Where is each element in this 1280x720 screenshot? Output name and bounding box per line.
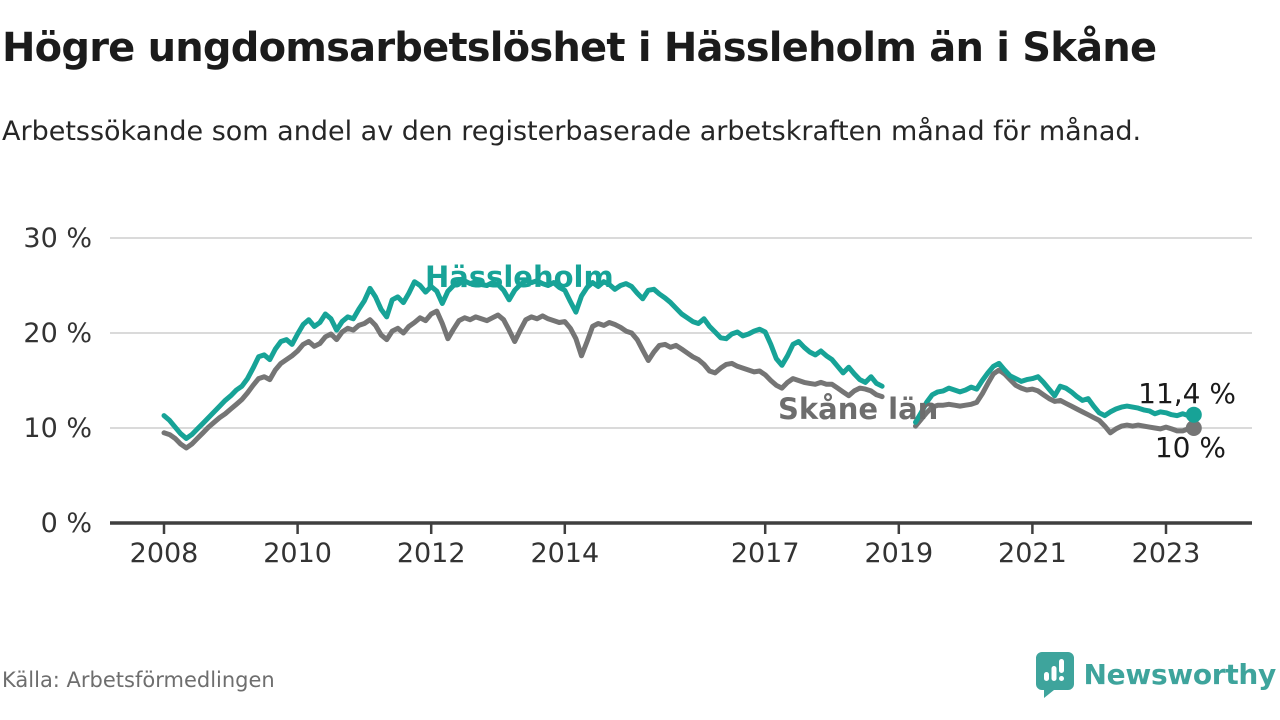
newsworthy-logo: Newsworthy (1034, 650, 1276, 698)
x-tick-label-2010: 2010 (263, 538, 332, 569)
y-tick-label-0: 0 % (41, 508, 92, 539)
x-tick-label-2017: 2017 (731, 538, 800, 569)
newsworthy-wordmark: Newsworthy (1083, 657, 1277, 691)
end-dot-skane-lan (1185, 420, 1202, 436)
x-tick-label-2008: 2008 (130, 538, 199, 569)
end-dot-hassleholm (1185, 406, 1202, 423)
end-value-label-skane-lan: 10 % (1155, 431, 1226, 464)
end-value-label-hassleholm: 11,4 % (1138, 377, 1236, 410)
newsworthy-speech-bubble-bar-chart-icon (1035, 652, 1074, 698)
chart-subtitle: Arbetssökande som andel av den registerb… (2, 116, 1142, 147)
y-tick-label-10: 10 % (23, 413, 92, 444)
x-tick-label-2021: 2021 (998, 538, 1067, 569)
x-tick-label-2014: 2014 (530, 538, 599, 569)
line-skane-lan (161, 308, 1197, 451)
y-tick-label-20: 20 % (23, 318, 92, 349)
x-tick-label-2023: 2023 (1132, 538, 1201, 569)
line-hassleholm (161, 278, 1197, 441)
x-tick-label-2019: 2019 (864, 538, 933, 569)
page-title: Högre ungdomsarbetslöshet i Hässleholm ä… (2, 25, 1157, 71)
source-note: Källa: Arbetsförmedlingen (2, 668, 275, 692)
y-tick-label-30: 30 % (23, 223, 92, 254)
series-label-skane-lan: Skåne län (778, 392, 938, 426)
series-label-hassleholm: Hässleholm (425, 260, 614, 294)
x-tick-label-2012: 2012 (397, 538, 466, 569)
